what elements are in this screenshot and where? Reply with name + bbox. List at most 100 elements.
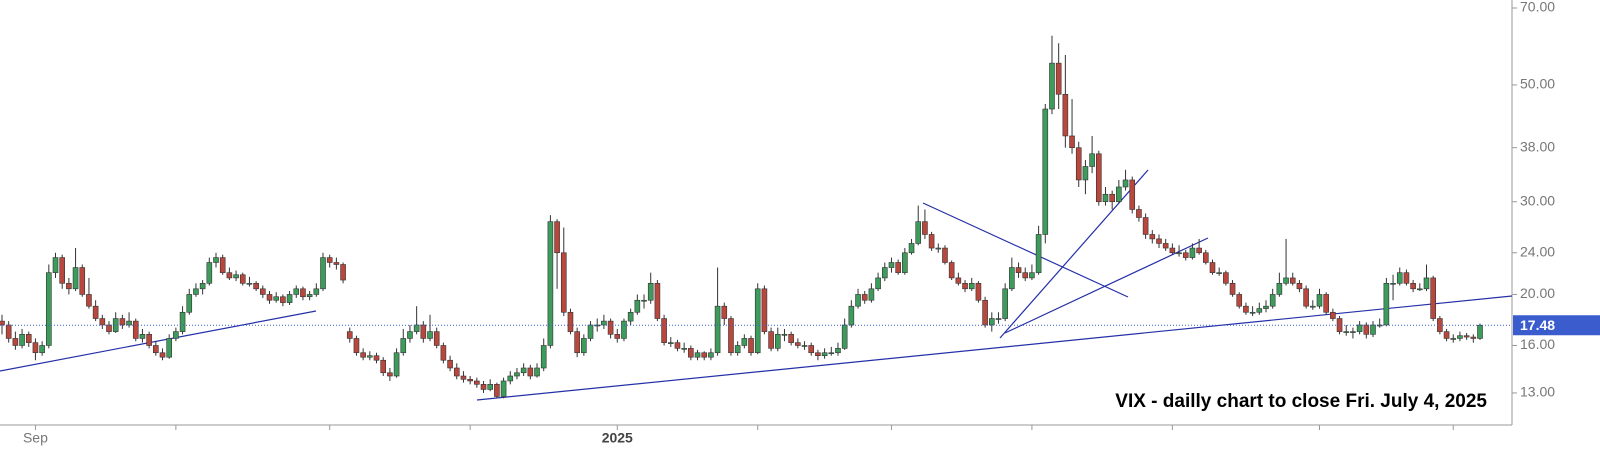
candle-body xyxy=(1289,277,1296,284)
trend-line xyxy=(0,310,317,372)
candle-body xyxy=(92,305,99,319)
candle-body xyxy=(206,262,213,284)
candle-body xyxy=(132,320,139,339)
candle-body xyxy=(400,338,407,354)
candle-body xyxy=(273,296,279,301)
last-price-label: 17.48 xyxy=(1520,317,1555,333)
candle-body xyxy=(1169,247,1176,254)
y-tick-label: 13.00 xyxy=(1520,384,1555,400)
candle-body xyxy=(1136,209,1142,218)
candle-body xyxy=(5,324,12,339)
candle-body xyxy=(754,288,761,354)
candle-body xyxy=(1089,153,1095,167)
candle-body xyxy=(681,348,687,350)
candle-body xyxy=(982,299,988,326)
trend-line xyxy=(476,295,1513,401)
candle-body xyxy=(1470,336,1477,339)
candle-body xyxy=(79,267,86,295)
candle-body xyxy=(1283,277,1289,284)
candle-body xyxy=(748,338,754,354)
candle-body xyxy=(1055,62,1062,95)
candles xyxy=(0,35,1483,399)
candle-body xyxy=(988,318,995,326)
candle-body xyxy=(1022,272,1029,279)
candle-body xyxy=(567,311,574,332)
candle-body xyxy=(1423,277,1430,290)
last-price-box xyxy=(1513,315,1600,336)
candle-body xyxy=(1122,179,1129,188)
candle-body xyxy=(1243,305,1249,313)
candle-body xyxy=(494,384,500,397)
candle-body xyxy=(427,331,433,339)
candle-body xyxy=(213,257,219,263)
candle-body xyxy=(112,318,119,332)
candle-body xyxy=(1082,166,1089,181)
candle-body xyxy=(226,272,233,279)
candle-body xyxy=(915,221,922,244)
candle-body xyxy=(353,338,360,354)
candle-body xyxy=(1116,186,1122,203)
candle-body xyxy=(32,342,39,354)
candle-body xyxy=(1229,282,1236,295)
candle-body xyxy=(514,372,520,377)
candle-body xyxy=(119,318,126,326)
candle-body xyxy=(219,257,226,273)
candle-body xyxy=(1417,288,1423,291)
candle-body xyxy=(734,345,741,354)
candle-body xyxy=(1075,147,1082,181)
candle-body xyxy=(326,257,333,263)
candle-body xyxy=(841,324,848,349)
candle-body xyxy=(962,282,968,290)
candle-body xyxy=(1457,335,1463,339)
candle-body xyxy=(1296,282,1303,290)
y-tick-label: 30.00 xyxy=(1520,192,1555,208)
candle-body xyxy=(1189,247,1196,258)
candle-body xyxy=(574,331,580,354)
candle-body xyxy=(848,305,855,326)
candle-body xyxy=(193,288,199,295)
y-tick-label: 16.00 xyxy=(1520,336,1555,352)
candle-body xyxy=(928,234,935,249)
candle-body xyxy=(300,288,306,298)
candle-body xyxy=(875,277,881,290)
candle-body xyxy=(768,331,774,349)
candle-body xyxy=(280,296,286,303)
candle-body xyxy=(641,299,647,302)
candle-body xyxy=(179,311,186,332)
candle-body xyxy=(1162,243,1169,249)
candle-body xyxy=(1383,282,1390,326)
candle-body xyxy=(246,282,253,285)
candle-body xyxy=(474,380,480,385)
candle-body xyxy=(621,320,627,339)
candle-body xyxy=(1129,179,1136,210)
candle-body xyxy=(908,243,915,254)
candle-body xyxy=(1069,135,1075,148)
candle-body xyxy=(453,367,460,377)
candle-body xyxy=(1430,277,1436,319)
annotation: VIX - dailly chart to close Fri. July 4,… xyxy=(1115,391,1487,412)
candle-body xyxy=(721,305,728,319)
candle-body xyxy=(1316,294,1323,307)
candle-body xyxy=(39,345,45,354)
candle-body xyxy=(1403,272,1410,284)
candle-body xyxy=(99,318,106,326)
candle-body xyxy=(340,264,346,281)
trend-line xyxy=(999,169,1149,339)
candle-body xyxy=(52,257,59,273)
candle-body xyxy=(1149,234,1156,240)
candle-body xyxy=(1256,308,1263,313)
candle-body xyxy=(1323,294,1329,313)
candle-body xyxy=(995,318,1002,320)
candle-body xyxy=(373,355,380,361)
candle-body xyxy=(1363,324,1370,335)
candle-body xyxy=(942,247,948,263)
candle-body xyxy=(634,299,641,313)
candle-body xyxy=(728,318,734,354)
candle-body xyxy=(902,252,908,273)
candle-body xyxy=(881,267,888,279)
candle-body xyxy=(1156,238,1162,244)
candle-body xyxy=(233,274,239,279)
candle-body xyxy=(654,282,661,319)
candle-body xyxy=(346,331,353,339)
candle-body xyxy=(1477,324,1483,339)
